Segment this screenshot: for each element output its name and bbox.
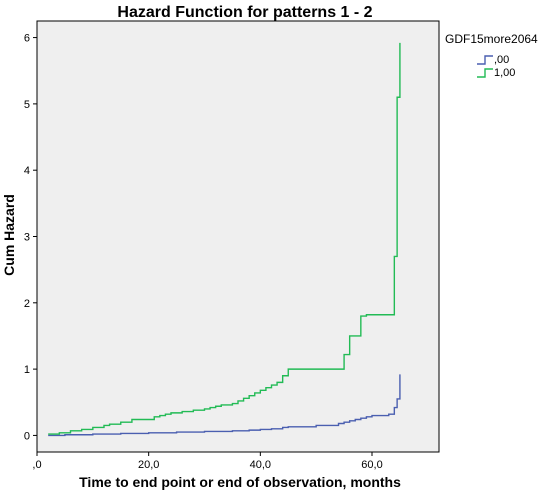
y-tick-label: 3 <box>24 232 30 244</box>
y-tick-label: 5 <box>24 99 30 111</box>
legend-label-1: 1,00 <box>494 67 515 79</box>
x-tick-label: ,0 <box>32 459 41 471</box>
legend: ,001,00 <box>477 54 515 79</box>
legend-label-0: ,00 <box>494 54 509 66</box>
x-tick-label: 40,0 <box>250 459 271 471</box>
plot-area <box>36 20 440 453</box>
legend-swatch-1 <box>477 68 493 78</box>
y-tick-label: 4 <box>24 165 30 177</box>
x-tick-label: 60,0 <box>361 459 382 471</box>
y-axis-label: Cum Hazard <box>1 194 17 276</box>
x-axis-label: Time to end point or end of observation,… <box>79 474 401 490</box>
x-axis: ,0 20,0 40,0 60,0 <box>32 452 383 471</box>
y-tick-label: 2 <box>24 298 30 310</box>
y-tick-label: 1 <box>24 364 30 376</box>
legend-title: GDF15more2064 <box>445 32 538 46</box>
series-line-0 <box>48 374 401 437</box>
series-lines <box>48 42 401 437</box>
x-tick-label: 20,0 <box>138 459 159 471</box>
y-axis: 0 1 2 3 4 5 6 <box>24 33 37 442</box>
series-line-1 <box>48 42 401 435</box>
legend-swatch-0 <box>477 55 493 65</box>
y-tick-label: 6 <box>24 33 30 45</box>
chart-title: Hazard Function for patterns 1 - 2 <box>117 4 372 21</box>
y-tick-label: 0 <box>24 430 30 442</box>
